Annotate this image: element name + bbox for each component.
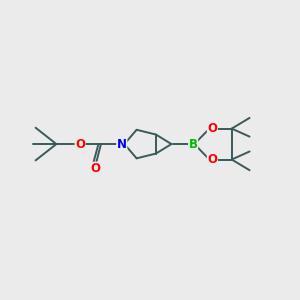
Text: O: O bbox=[75, 138, 85, 151]
Text: N: N bbox=[117, 138, 127, 151]
Text: O: O bbox=[207, 153, 218, 166]
Text: O: O bbox=[207, 122, 218, 135]
Text: O: O bbox=[90, 162, 100, 175]
Text: B: B bbox=[189, 138, 198, 151]
